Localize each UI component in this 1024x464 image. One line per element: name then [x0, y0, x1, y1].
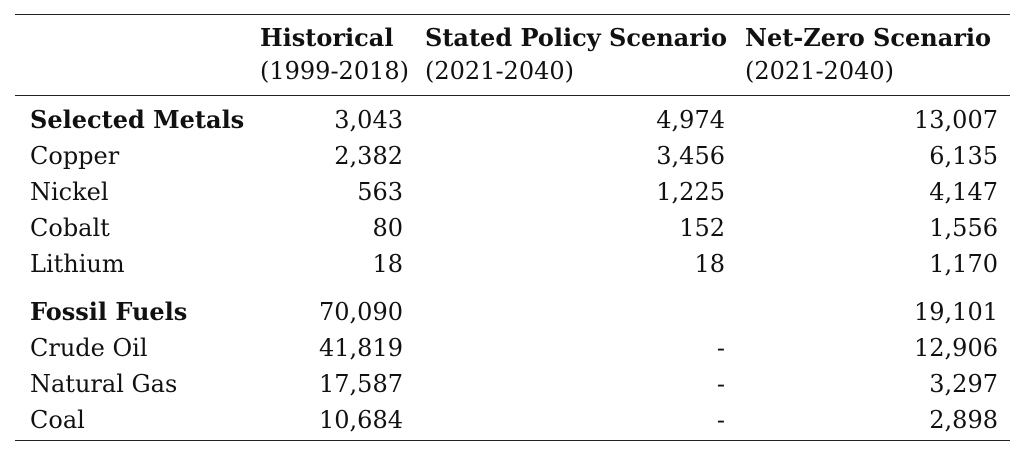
- cell-stated-policy: -: [716, 334, 725, 362]
- cell-net-zero: 12,906: [914, 334, 998, 362]
- cell-historical: 2,382: [334, 142, 403, 170]
- header-historical-title: Historical: [250, 14, 415, 53]
- cell-historical: 41,819: [319, 334, 403, 362]
- row-label: Fossil Fuels: [30, 297, 188, 326]
- cell-stated-policy: -: [716, 370, 725, 398]
- header-empty-cell-sub: [15, 53, 250, 96]
- table-row-nickel: Nickel 563 1,225 4,147: [15, 174, 1010, 210]
- cell-net-zero: 1,170: [929, 250, 998, 278]
- table-row-coal: Coal 10,684 - 2,898: [15, 402, 1010, 441]
- cell-net-zero: 4,147: [929, 178, 998, 206]
- data-table-container: Historical Stated Policy Scenario Net-Ze…: [15, 14, 1010, 441]
- cell-net-zero: 13,007: [914, 106, 998, 134]
- table-row-cobalt: Cobalt 80 152 1,556: [15, 210, 1010, 246]
- cell-historical: 80: [372, 214, 403, 242]
- header-historical-range: (1999-2018): [250, 53, 415, 96]
- cell-stated-policy: 152: [679, 214, 725, 242]
- row-label: Nickel: [30, 178, 109, 206]
- row-label: Crude Oil: [30, 334, 148, 362]
- cell-historical: 3,043: [334, 106, 403, 134]
- table-row-crude-oil: Crude Oil 41,819 - 12,906: [15, 330, 1010, 366]
- cell-historical: 18: [372, 250, 403, 278]
- cell-stated-policy: 1,225: [656, 178, 725, 206]
- row-label: Natural Gas: [30, 370, 178, 398]
- row-label: Selected Metals: [30, 105, 245, 134]
- cell-historical: 563: [357, 178, 403, 206]
- header-stated-policy-title: Stated Policy Scenario: [415, 14, 737, 53]
- cell-net-zero: 19,101: [914, 298, 998, 326]
- table-row-natural-gas: Natural Gas 17,587 - 3,297: [15, 366, 1010, 402]
- cell-net-zero: 6,135: [929, 142, 998, 170]
- table-row-lithium: Lithium 18 18 1,170: [15, 246, 1010, 282]
- table-body: Selected Metals 3,043 4,974 13,007 Coppe…: [15, 96, 1010, 441]
- row-label: Cobalt: [30, 214, 110, 242]
- row-label: Lithium: [30, 250, 125, 278]
- cell-stated-policy: 4,974: [656, 106, 725, 134]
- cell-stated-policy: [415, 282, 737, 330]
- data-table: Historical Stated Policy Scenario Net-Ze…: [15, 14, 1010, 441]
- table-row-group-selected-metals: Selected Metals 3,043 4,974 13,007: [15, 96, 1010, 139]
- table-row-group-fossil-fuels: Fossil Fuels 70,090 19,101: [15, 282, 1010, 330]
- table-header: Historical Stated Policy Scenario Net-Ze…: [15, 14, 1010, 96]
- cell-net-zero: 3,297: [929, 370, 998, 398]
- header-row-ranges: (1999-2018) (2021-2040) (2021-2040): [15, 53, 1010, 96]
- cell-stated-policy: 18: [694, 250, 725, 278]
- cell-historical: 70,090: [319, 298, 403, 326]
- cell-stated-policy: -: [415, 402, 737, 441]
- header-net-zero-range: (2021-2040): [737, 53, 1010, 96]
- cell-historical: 10,684: [250, 402, 415, 441]
- cell-historical: 17,587: [319, 370, 403, 398]
- row-label: Copper: [30, 142, 120, 170]
- header-stated-policy-range: (2021-2040): [415, 53, 737, 96]
- header-net-zero-title: Net-Zero Scenario: [737, 14, 1010, 53]
- cell-stated-policy: 3,456: [656, 142, 725, 170]
- cell-net-zero: 1,556: [929, 214, 998, 242]
- table-row-copper: Copper 2,382 3,456 6,135: [15, 138, 1010, 174]
- header-row-titles: Historical Stated Policy Scenario Net-Ze…: [15, 14, 1010, 53]
- cell-net-zero: 2,898: [737, 402, 1010, 441]
- header-empty-cell: [15, 14, 250, 53]
- row-label: Coal: [15, 402, 250, 441]
